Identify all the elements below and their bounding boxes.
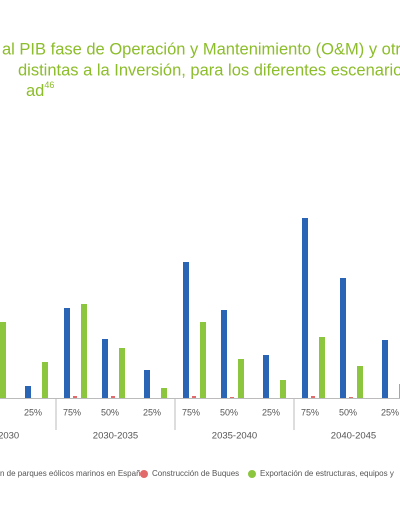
bar	[221, 310, 227, 398]
bar	[119, 348, 125, 398]
bar	[81, 304, 87, 398]
title-line: distintas a la Inversión, para los difer…	[18, 61, 400, 79]
legend-label: Exportación de estructuras, equipos y	[260, 469, 394, 478]
bar	[302, 218, 308, 398]
bar	[263, 355, 269, 398]
group-label: 2030-2035	[93, 431, 138, 442]
bar	[42, 362, 48, 398]
legend-label: Construcción de Buques	[152, 469, 239, 478]
bar	[349, 397, 353, 398]
bar	[382, 340, 388, 398]
title-footnote: 46	[44, 80, 54, 90]
bar	[64, 308, 70, 398]
x-tick-label: 25%	[143, 407, 161, 417]
group-label: 2025-2030	[0, 431, 19, 442]
x-tick-label: 50%	[101, 407, 119, 417]
bar	[311, 396, 315, 398]
bar	[230, 397, 234, 398]
title-line: ad46	[26, 80, 54, 100]
x-tick-label: 25%	[24, 407, 42, 417]
bar	[0, 322, 6, 398]
x-tick-label: 50%	[339, 407, 357, 417]
x-tick-label: 25%	[262, 407, 280, 417]
bar	[183, 262, 189, 398]
group-label: 2040-2045	[331, 431, 376, 442]
bar	[161, 388, 167, 398]
x-tick-label: 25%	[381, 407, 399, 417]
bar	[102, 339, 108, 398]
x-tick-label: 50%	[220, 407, 238, 417]
legend-marker	[248, 470, 256, 478]
group-label: 2035-2040	[212, 431, 257, 442]
bar	[280, 380, 286, 398]
x-tick-label: 75%	[301, 407, 319, 417]
title-line: al PIB fase de Operación y Mantenimiento…	[2, 40, 400, 58]
bar	[357, 366, 363, 398]
bar	[111, 396, 115, 398]
bar	[144, 370, 150, 398]
legend-marker	[140, 470, 148, 478]
bar	[238, 359, 244, 398]
x-tick-label: 75%	[63, 407, 81, 417]
bar	[340, 278, 346, 398]
bar	[25, 386, 31, 398]
title-text: ad	[26, 82, 44, 100]
legend-label: n de parques eólicos marinos en España	[0, 469, 146, 478]
x-tick-label: 75%	[182, 407, 200, 417]
bar	[200, 322, 206, 398]
bar	[319, 337, 325, 398]
bar	[73, 396, 77, 398]
bar	[192, 396, 196, 398]
